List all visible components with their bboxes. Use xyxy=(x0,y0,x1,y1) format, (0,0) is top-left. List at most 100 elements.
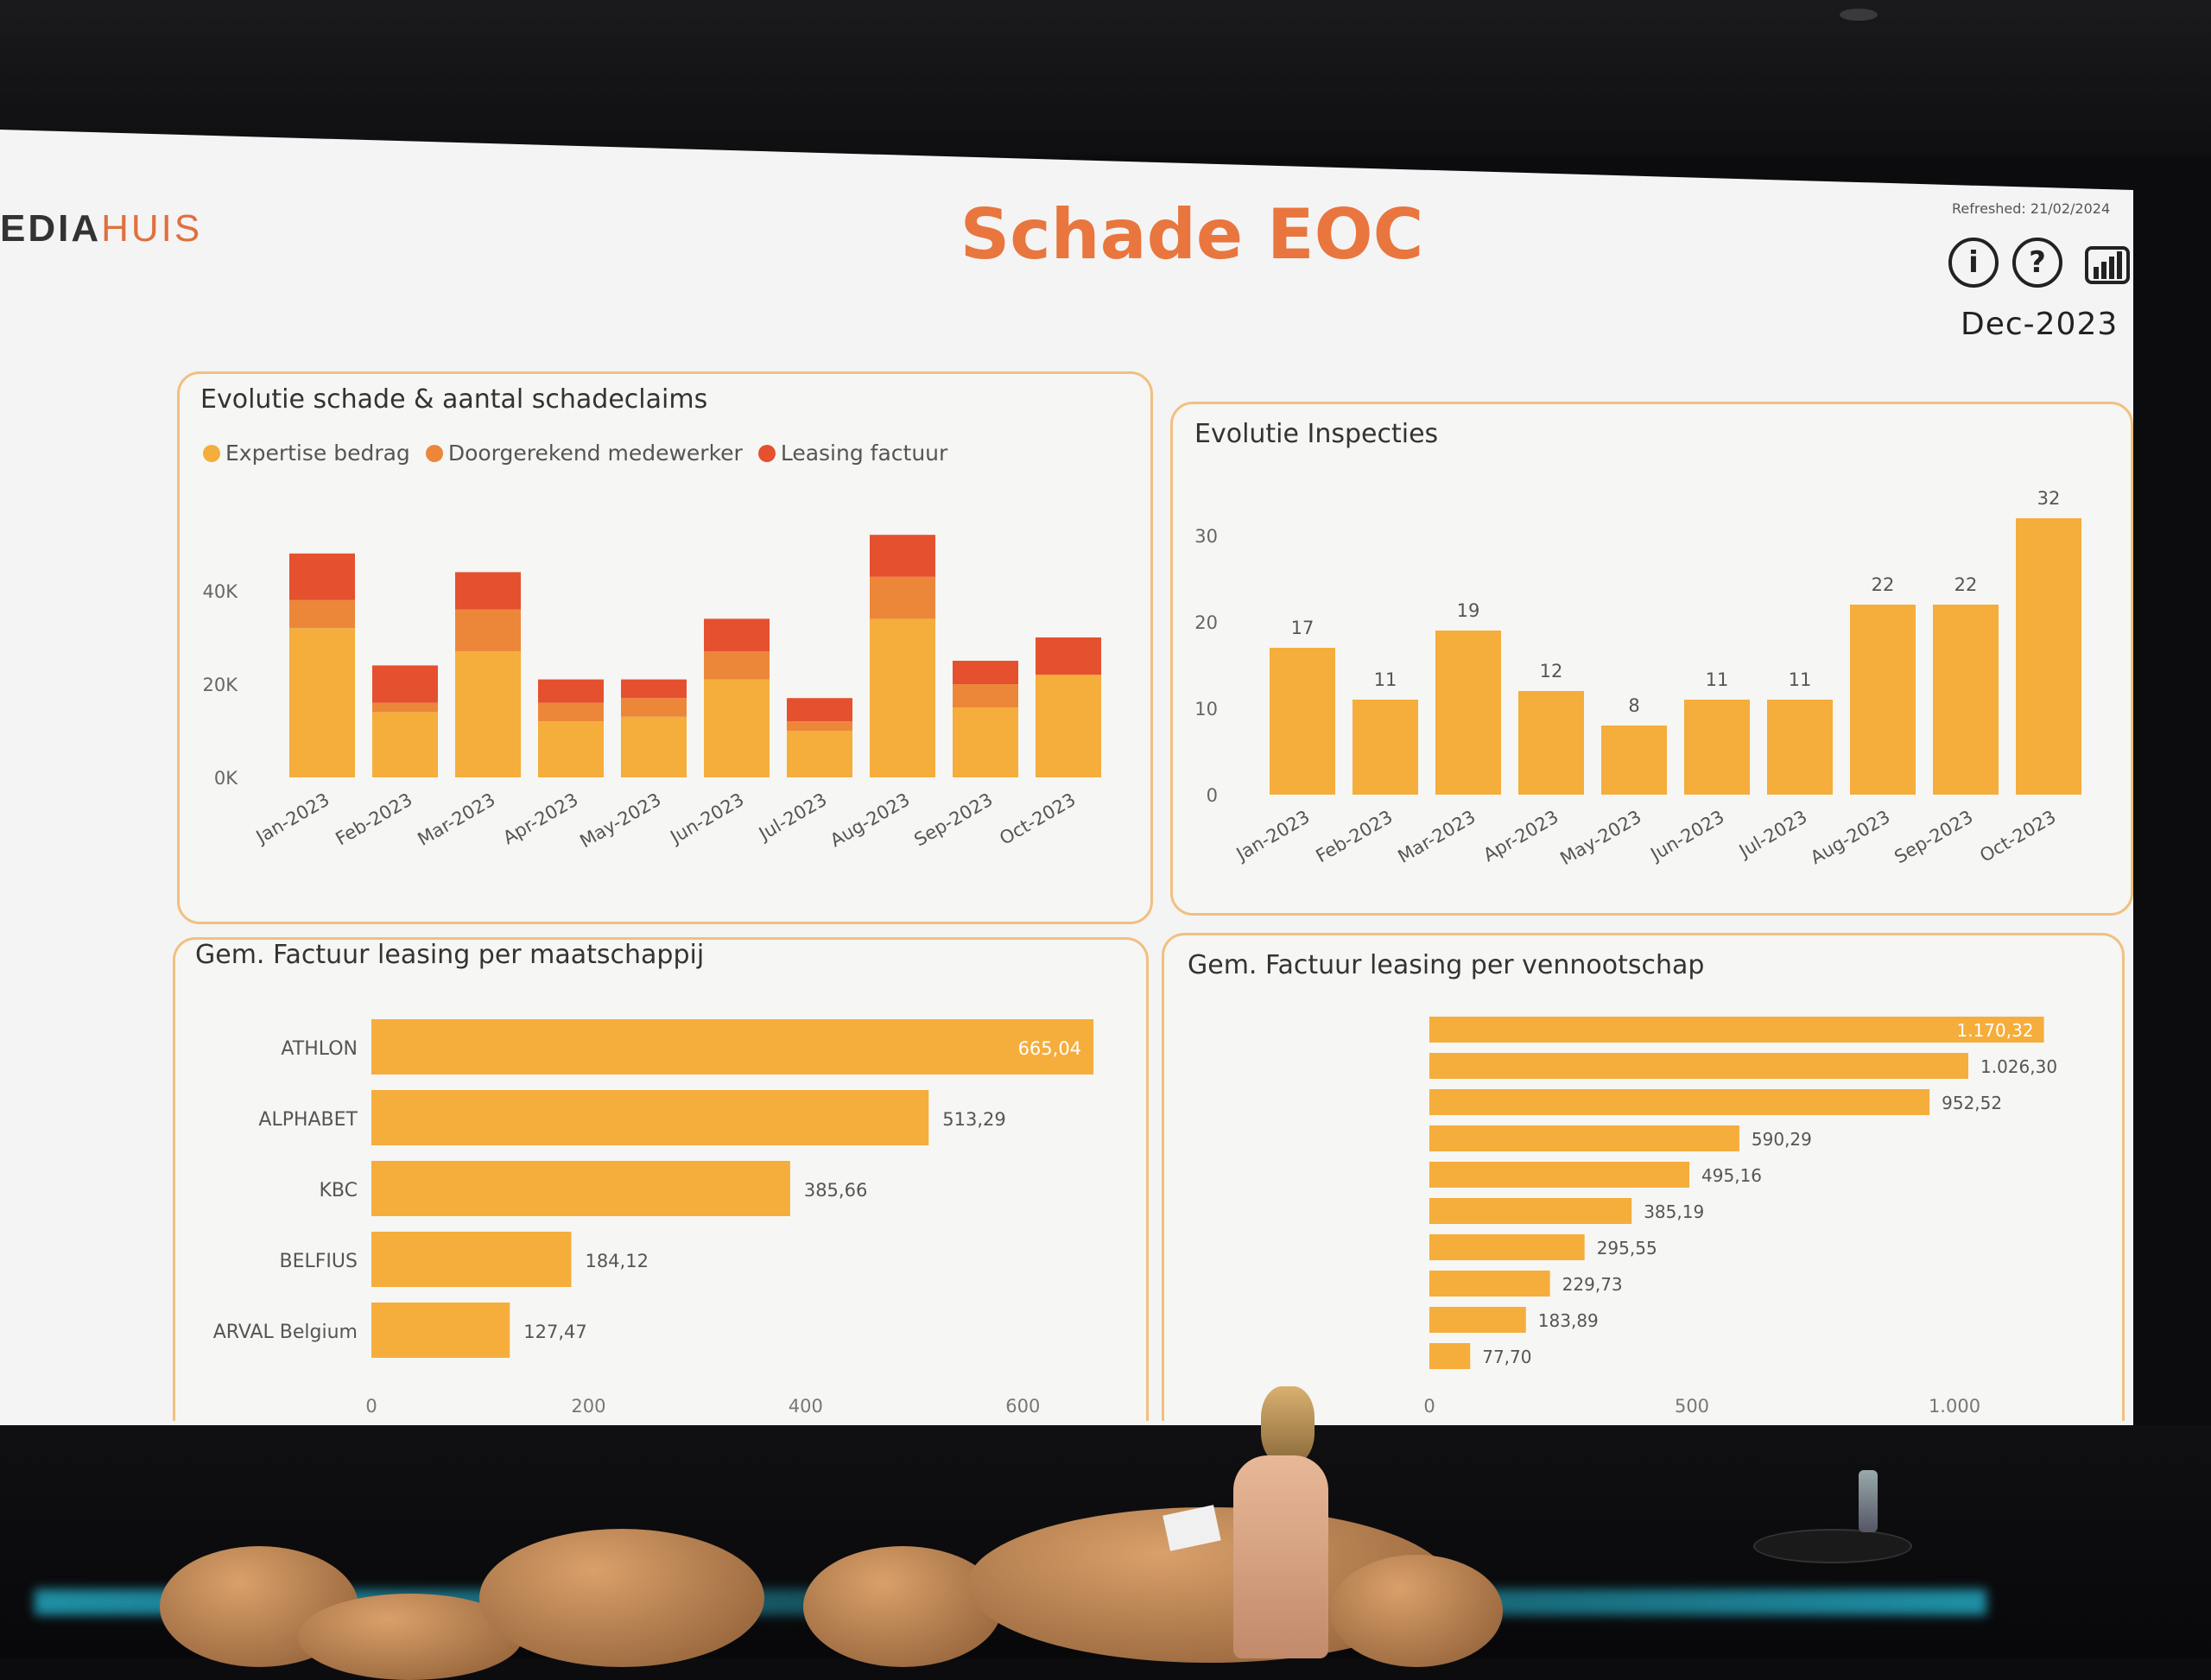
y-tick-label: 10 xyxy=(1194,699,1218,720)
category-label: ARVAL Belgium xyxy=(213,1322,358,1343)
bar-segment xyxy=(455,651,521,777)
x-tick-label: Oct-2023 xyxy=(996,789,1079,849)
x-tick-label: 500 xyxy=(1675,1396,1709,1417)
bar-segment xyxy=(704,651,770,680)
data-label: 11 xyxy=(1789,669,1812,690)
x-tick-label: Mar-2023 xyxy=(414,789,498,850)
ceiling-light xyxy=(1840,9,1878,21)
data-label: 32 xyxy=(2037,488,2061,509)
entity-bar xyxy=(1429,1307,1526,1333)
category-label: ALPHABET xyxy=(258,1109,358,1131)
company-bar xyxy=(371,1161,790,1216)
x-tick-label: Sep-2023 xyxy=(1891,807,1976,868)
x-tick-label: 400 xyxy=(789,1396,823,1417)
x-tick-label: 200 xyxy=(571,1396,605,1417)
bar-segment xyxy=(870,535,935,577)
x-tick-label: Jun-2023 xyxy=(1645,807,1727,866)
inspection-bar xyxy=(1850,605,1916,795)
x-tick-label: Aug-2023 xyxy=(1807,807,1893,869)
data-label: 513,29 xyxy=(942,1109,1005,1130)
pouf-seat xyxy=(479,1529,764,1667)
y-tick-label: 30 xyxy=(1194,526,1218,547)
x-tick-label: May-2023 xyxy=(576,789,664,853)
bar-segment xyxy=(289,628,355,777)
company-bar xyxy=(371,1303,510,1358)
inspection-bar xyxy=(2016,518,2081,795)
x-tick-label: Jan-2023 xyxy=(1232,807,1314,865)
category-label: ATHLON xyxy=(281,1038,358,1060)
entity-panel-title: Gem. Factuur leasing per vennootschap xyxy=(1188,950,1705,980)
x-tick-label: Apr-2023 xyxy=(499,789,581,849)
bar-segment xyxy=(953,707,1018,777)
category-label: BELFIUS xyxy=(280,1251,358,1272)
company-hbar-chart: ATHLON 665,04 ALPHABET 513,29 KBC 385,66 BELFI… xyxy=(213,1019,1094,1417)
data-label: 8 xyxy=(1628,695,1639,716)
entity-bar xyxy=(1429,1053,1968,1079)
y-tick-label: 20K xyxy=(203,675,239,695)
x-tick-label: Feb-2023 xyxy=(1312,807,1396,867)
room-ceiling xyxy=(0,0,2211,155)
bar-segment xyxy=(455,572,521,610)
legend-dot xyxy=(425,444,443,462)
side-table xyxy=(1753,1529,1912,1563)
page-title: Schade EOC xyxy=(960,194,1424,275)
help-icon[interactable]: ? xyxy=(2012,238,2062,288)
bar-segment xyxy=(538,679,604,703)
bar-segment xyxy=(1036,675,1101,777)
legend-label: Expertise bedrag xyxy=(225,441,410,466)
category-label: KBC xyxy=(320,1180,358,1201)
bar-segment xyxy=(870,618,935,777)
data-label: 1.026,30 xyxy=(1980,1056,2057,1077)
entity-bar xyxy=(1429,1089,1930,1115)
data-label: 295,55 xyxy=(1597,1238,1657,1258)
damage-panel-title: Evolutie schade & aantal schadeclaims xyxy=(200,384,708,415)
pouf-seat xyxy=(1330,1555,1503,1667)
logo-suffix: HUIS xyxy=(101,207,203,250)
x-tick-label: May-2023 xyxy=(1556,807,1644,870)
company-bar xyxy=(371,1019,1094,1075)
entity-bar xyxy=(1429,1343,1471,1369)
bar-segment xyxy=(1036,637,1101,675)
bar-segment xyxy=(704,679,770,777)
legend-item[interactable]: Doorgerekend medewerker xyxy=(425,441,743,466)
water-bottle xyxy=(1859,1470,1878,1532)
data-label: 19 xyxy=(1457,600,1480,621)
data-label: 22 xyxy=(1872,574,1895,595)
company-bar xyxy=(371,1232,572,1287)
entity-bar xyxy=(1429,1198,1632,1224)
info-icon[interactable]: i xyxy=(1948,238,1999,288)
bar-segment xyxy=(372,702,438,713)
entity-bar xyxy=(1429,1234,1585,1260)
data-label: 665,04 xyxy=(1018,1038,1081,1059)
data-label: 127,47 xyxy=(523,1322,586,1342)
company-panel-title: Gem. Factuur leasing per maatschappij xyxy=(195,940,705,970)
powerbi-icon[interactable] xyxy=(2081,238,2133,288)
x-tick-label: 1.000 xyxy=(1929,1396,1980,1417)
x-tick-label: Jun-2023 xyxy=(665,789,747,849)
data-label: 22 xyxy=(1954,574,1978,595)
bar-segment xyxy=(538,702,604,722)
entity-bar xyxy=(1429,1162,1690,1188)
legend-label: Doorgerekend medewerker xyxy=(447,441,743,466)
data-label: 385,66 xyxy=(804,1180,867,1201)
data-label: 184,12 xyxy=(585,1251,648,1271)
entity-bar xyxy=(1429,1017,2044,1043)
legend-item[interactable]: Expertise bedrag xyxy=(203,441,410,466)
y-tick-label: 40K xyxy=(203,581,239,602)
bar-segment xyxy=(704,618,770,652)
data-label: 495,16 xyxy=(1701,1165,1762,1186)
company-logo: EDIAHUIS xyxy=(0,207,202,250)
bar-segment xyxy=(953,684,1018,707)
x-tick-label: Sep-2023 xyxy=(910,789,996,851)
data-label: 12 xyxy=(1540,661,1563,682)
inspection-bar xyxy=(1767,700,1833,795)
x-tick-label: 0 xyxy=(1423,1396,1435,1417)
x-tick-label: 0 xyxy=(365,1396,377,1417)
x-tick-label: Mar-2023 xyxy=(1394,807,1479,867)
bar-segment xyxy=(372,665,438,703)
period-selector[interactable]: Dec-2023 xyxy=(1961,307,2119,342)
bar-segment xyxy=(621,698,687,717)
legend-item[interactable]: Leasing factuur xyxy=(757,441,947,466)
presenter-head xyxy=(1261,1386,1315,1464)
